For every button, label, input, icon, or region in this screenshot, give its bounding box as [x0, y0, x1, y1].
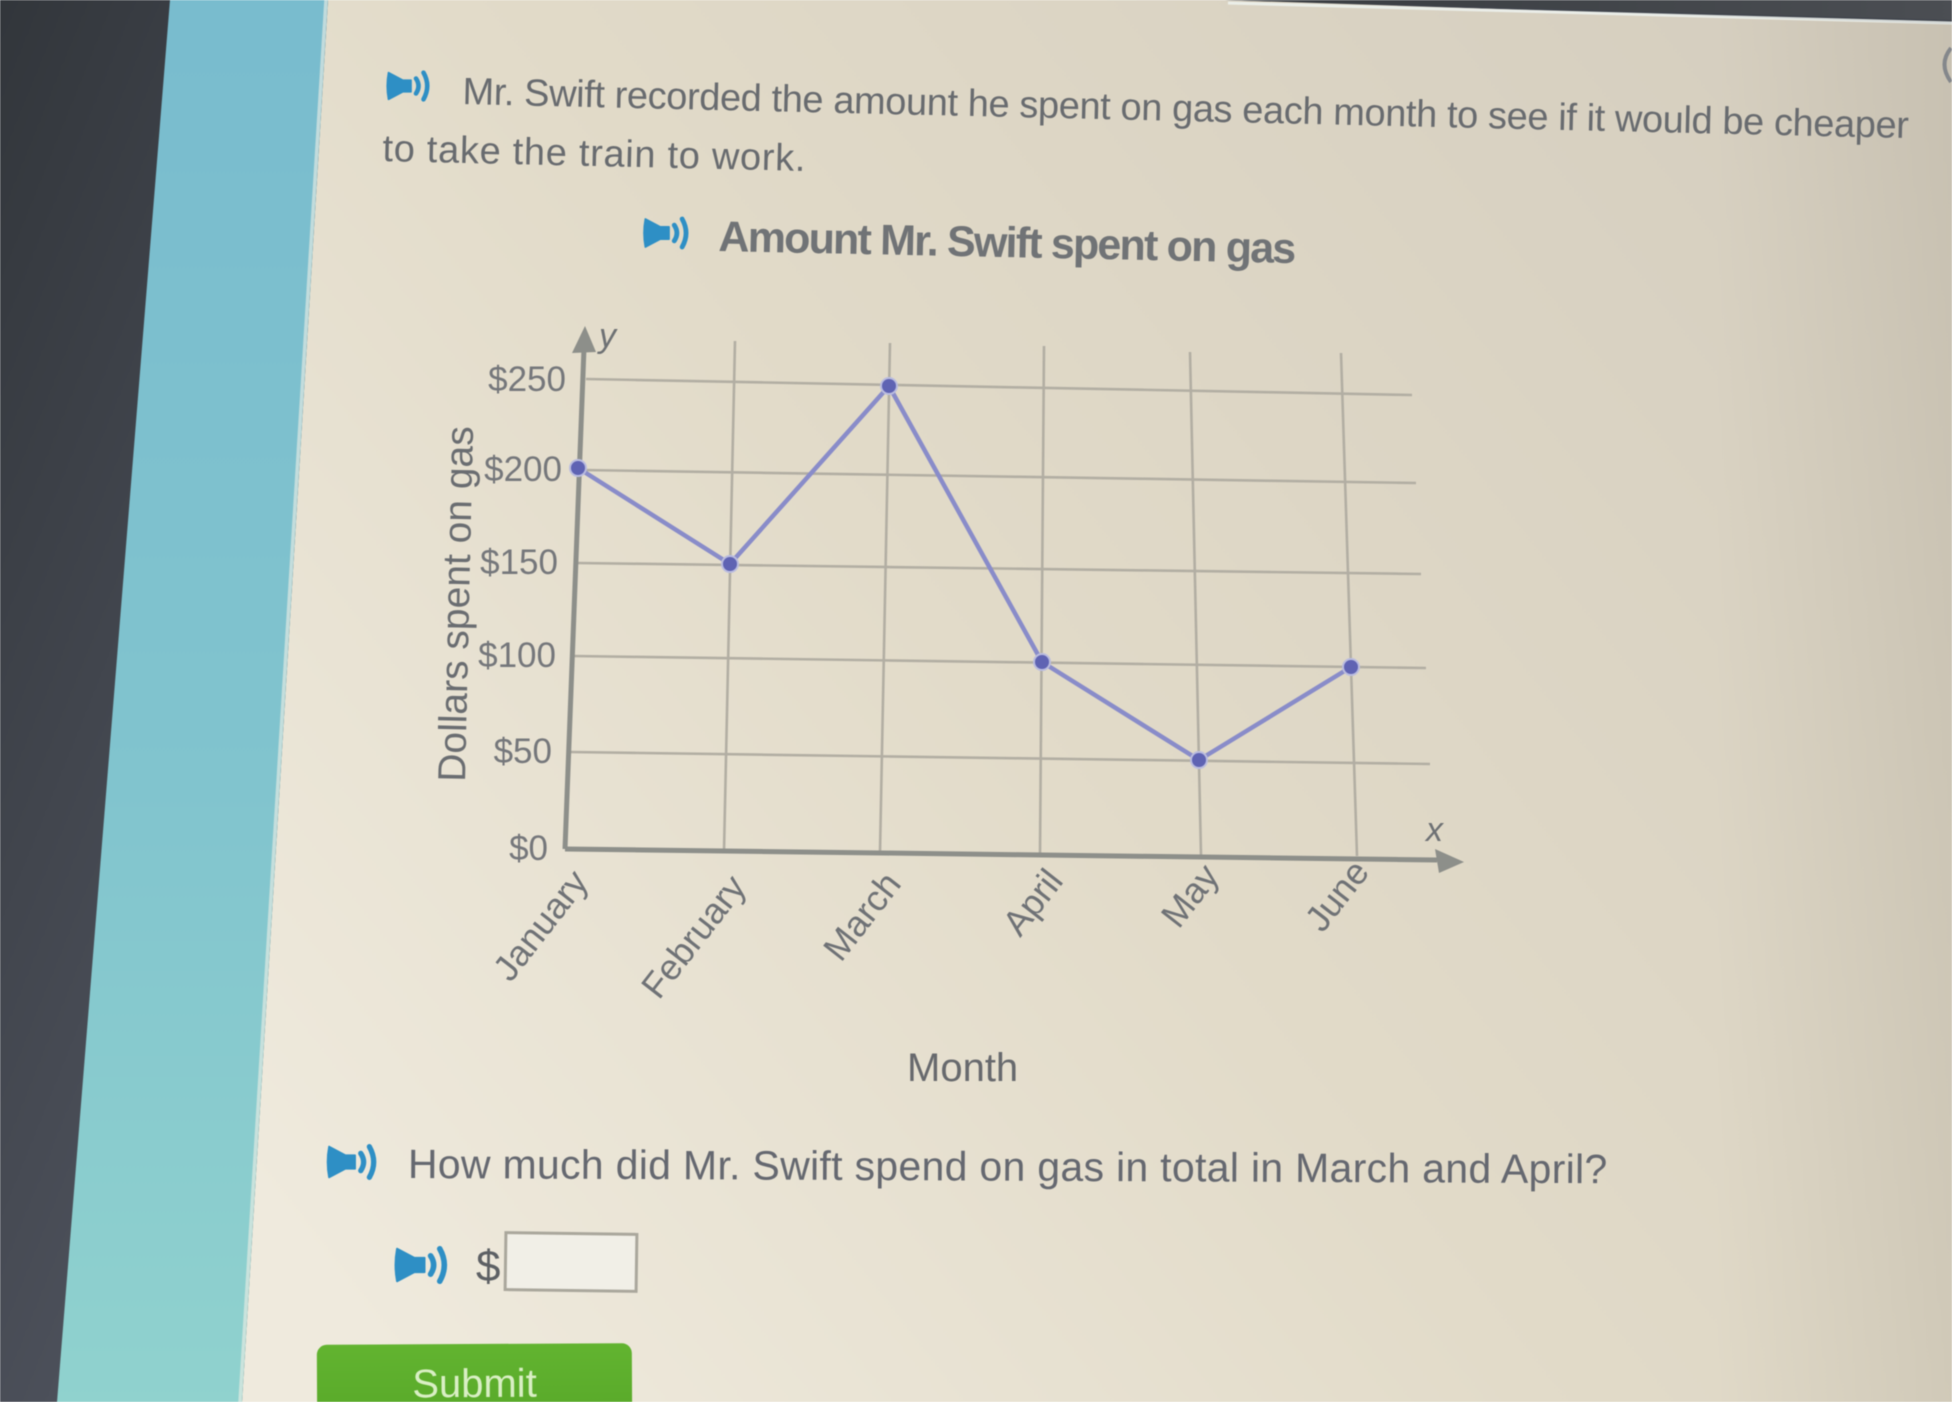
svg-text:x: x: [1424, 811, 1444, 849]
svg-text:y: y: [597, 317, 618, 355]
